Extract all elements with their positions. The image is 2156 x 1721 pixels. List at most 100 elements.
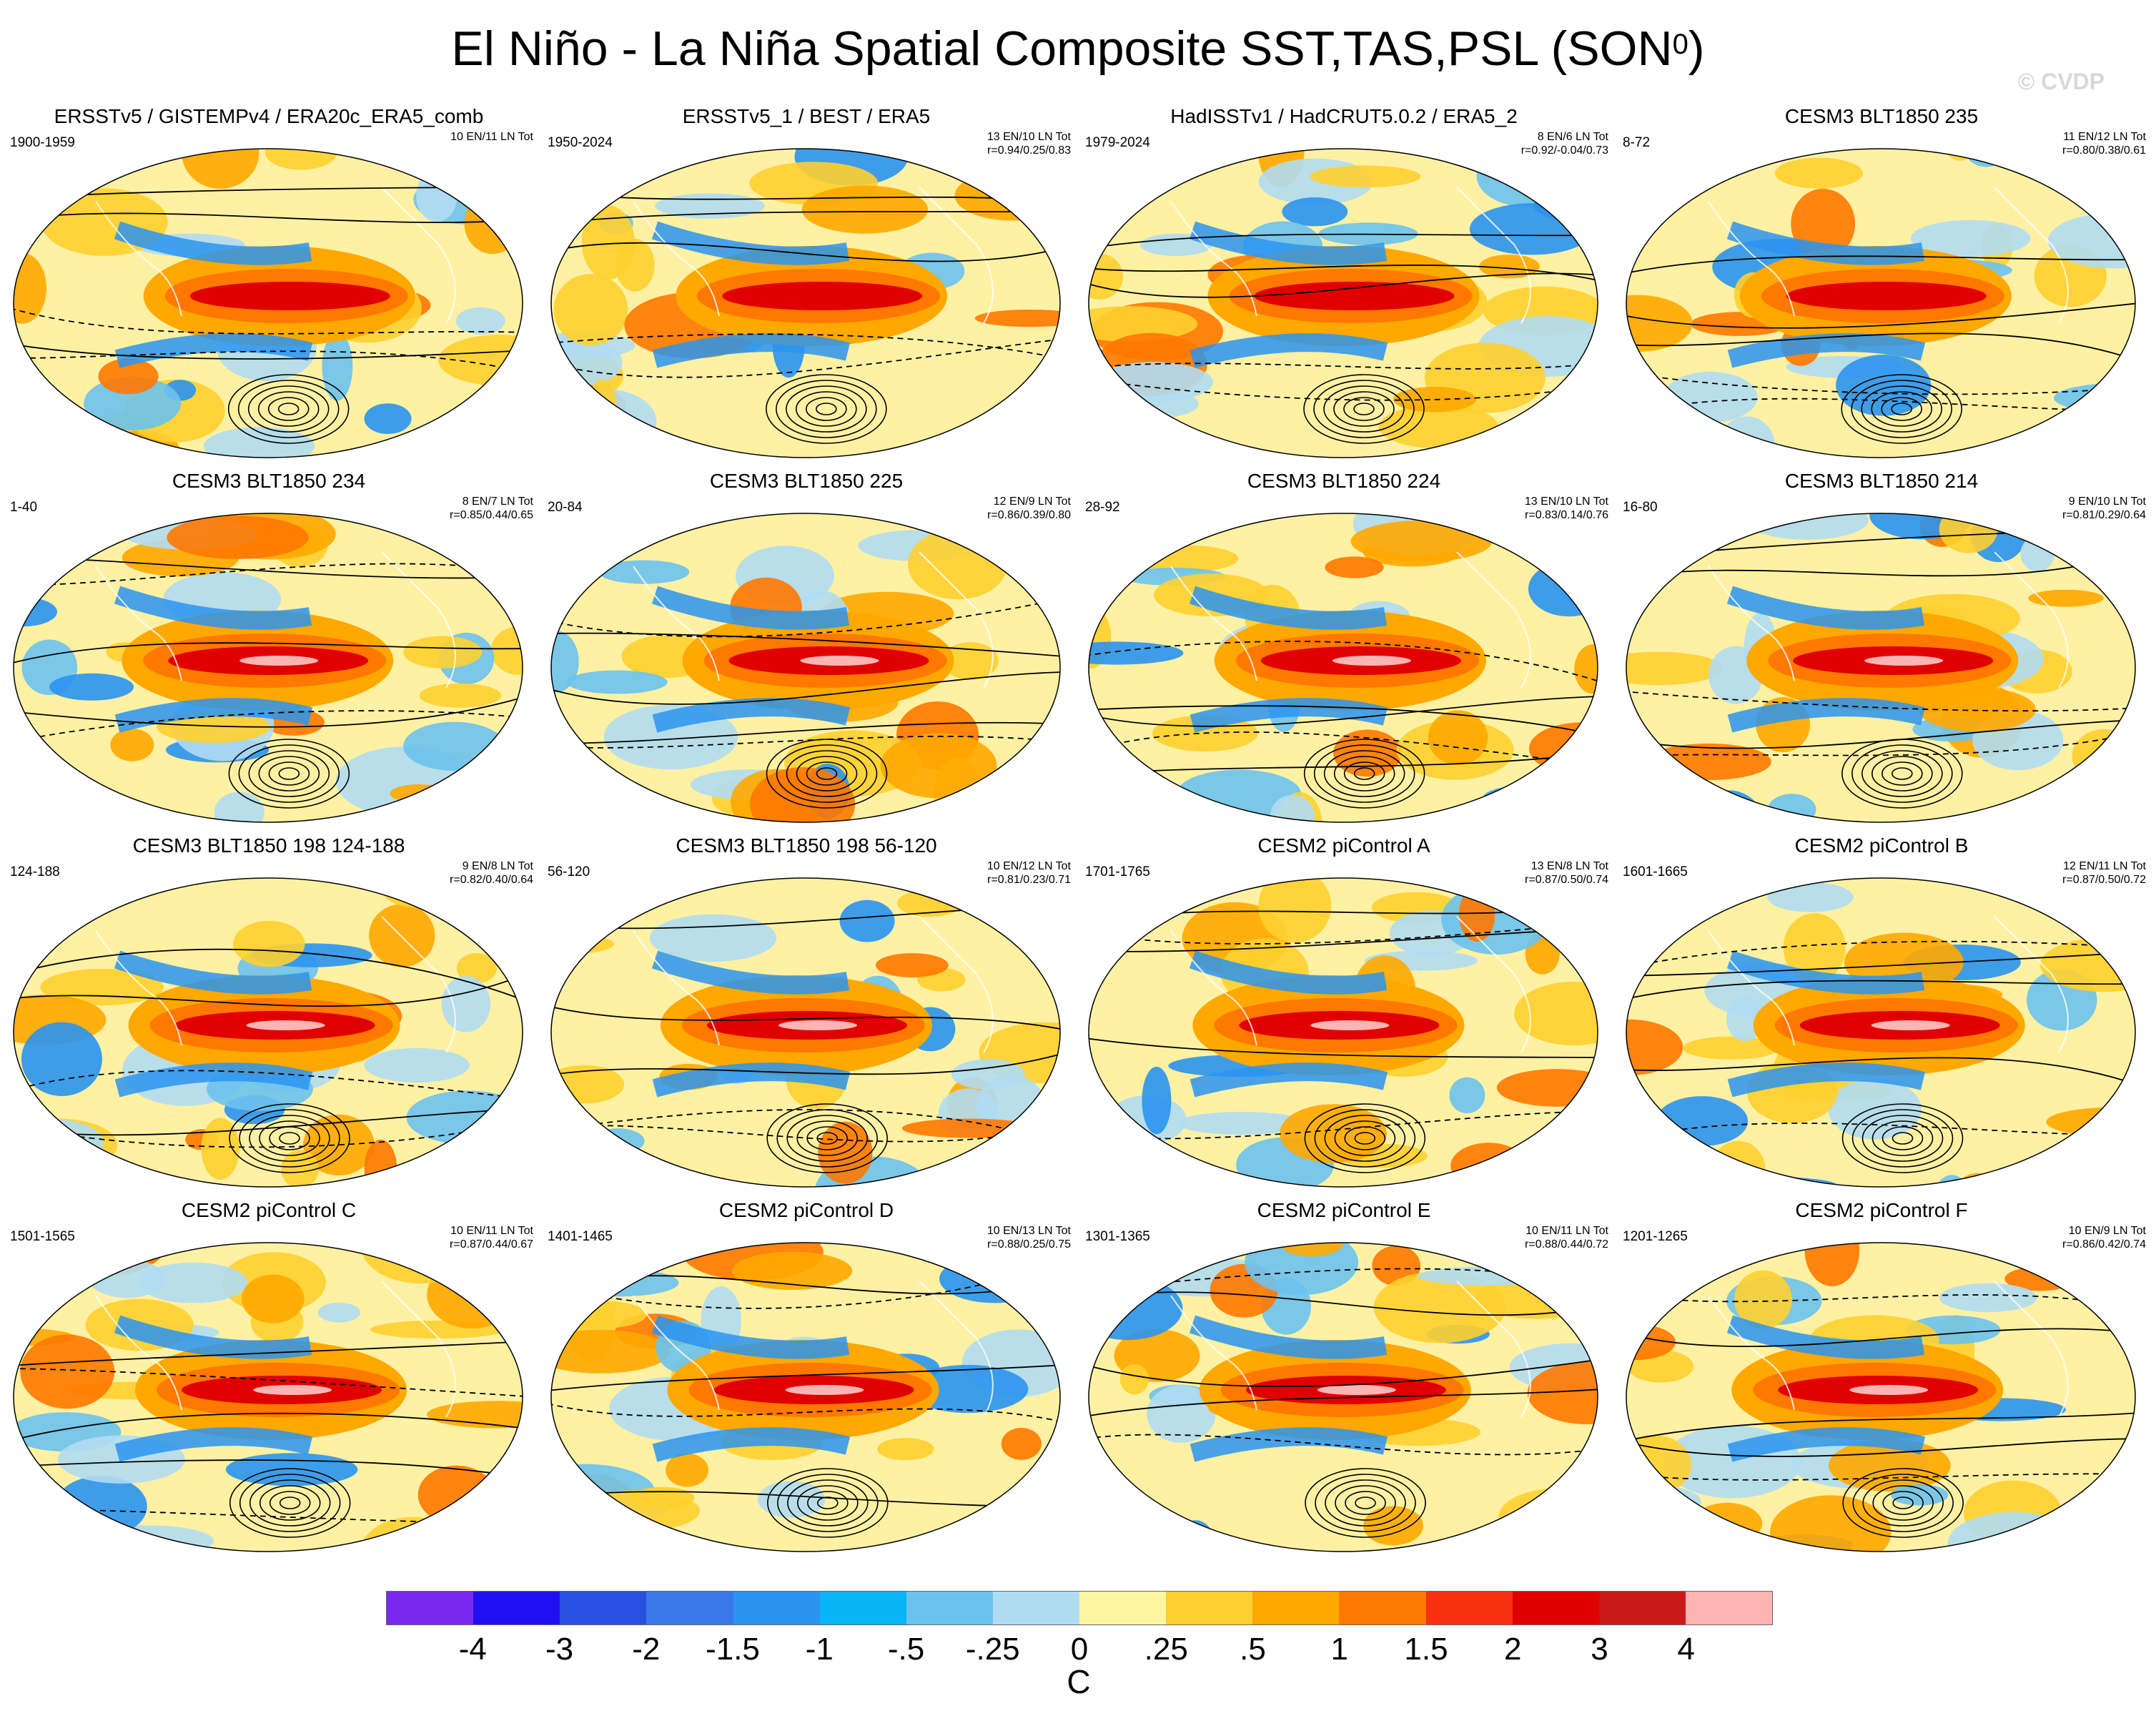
warm-tongue-peak xyxy=(1332,656,1411,666)
psl-contour xyxy=(1353,767,1375,780)
panel-years: 1900-1959 xyxy=(10,135,75,150)
panel-correlation: r=0.81/0.29/0.64 xyxy=(2062,509,2146,521)
panel-counts: 13 EN/10 LN Tot xyxy=(986,131,1071,143)
map-panel: CESM3 BLT1850 225 20-84 12 EN/9 LN Tot r=0.… xyxy=(538,469,1075,832)
psl-contour xyxy=(268,761,310,786)
anomaly-patch xyxy=(1000,878,1060,917)
map-plot xyxy=(1088,877,1598,1188)
warm-tongue-core xyxy=(1786,282,1987,310)
psl-contour xyxy=(766,374,887,444)
panel-stats: 10 EN/9 LN Tot r=0.86/0.42/0.74 xyxy=(2062,1224,2146,1251)
psl-contour xyxy=(1626,1412,2135,1442)
coastline xyxy=(1170,201,1257,317)
anomaly-patch xyxy=(427,1261,518,1329)
psl-contour xyxy=(787,1479,869,1527)
anomaly-patch xyxy=(598,560,690,584)
map-plot xyxy=(550,1242,1061,1552)
psl-contour xyxy=(551,598,1060,638)
psl-contour xyxy=(1626,1123,2135,1140)
anomaly-patch xyxy=(167,516,309,559)
coastline xyxy=(1170,1295,1257,1411)
psl-contour xyxy=(259,1485,321,1521)
cool-arm-north xyxy=(1726,221,1925,265)
psl-contour xyxy=(278,767,300,780)
anomaly-patch xyxy=(2083,1163,2135,1187)
cvdp-watermark: © CVDP xyxy=(2017,69,2105,94)
panel-title: CESM3 BLT1850 225 xyxy=(709,470,904,492)
panel-stats: 8 EN/7 LN Tot r=0.85/0.44/0.65 xyxy=(450,495,533,522)
cool-arm-north xyxy=(1189,1315,1388,1359)
anomaly-patch xyxy=(403,721,505,771)
psl-contour xyxy=(248,750,330,797)
anomaly-patch xyxy=(1634,149,1749,182)
psl-contour xyxy=(786,1115,868,1162)
anomaly-patch xyxy=(369,904,435,967)
map-plot xyxy=(1088,148,1598,458)
anomaly-patch xyxy=(1142,1066,1172,1135)
anomaly-patch xyxy=(587,380,617,437)
warm-tongue-peak xyxy=(778,1020,858,1030)
psl-contour xyxy=(1626,952,2135,977)
psl-contour xyxy=(1333,756,1395,792)
panel-years: 1701-1765 xyxy=(1085,864,1150,879)
psl-contour xyxy=(551,1109,1060,1145)
psl-contour xyxy=(1626,691,2135,712)
anomaly-patch xyxy=(974,310,1060,327)
anomaly-patch xyxy=(1450,1143,1527,1187)
psl-contour xyxy=(1626,372,2135,395)
panel-counts: 8 EN/7 LN Tot xyxy=(462,495,533,508)
coastline xyxy=(95,1295,182,1411)
anomaly-patch xyxy=(280,1150,320,1187)
anomaly-patch xyxy=(264,149,337,170)
anomaly-patch xyxy=(364,403,412,434)
map-plot xyxy=(13,148,523,458)
anomaly-patch xyxy=(1656,1096,1749,1146)
colorbar-swatch xyxy=(1512,1592,1599,1624)
psl-contour xyxy=(551,671,1060,705)
anomaly-patch xyxy=(455,307,505,335)
cool-arm-south xyxy=(1190,1062,1388,1098)
anomaly-patch xyxy=(2095,414,2135,442)
panel-title: CESM2 piControl F xyxy=(1795,1199,1968,1221)
psl-contour xyxy=(816,767,838,780)
psl-contour xyxy=(806,1126,848,1150)
coastline xyxy=(381,551,456,689)
anomaly-patch xyxy=(241,1274,305,1323)
anomaly-patch xyxy=(232,920,305,967)
colorbar-tick-label: 2 xyxy=(1504,1632,1522,1667)
anomaly-patch xyxy=(1177,1112,1306,1135)
psl-contour xyxy=(14,710,523,743)
psl-contour xyxy=(1089,927,1598,952)
anomaly-patch xyxy=(464,193,521,255)
map-plot xyxy=(13,1242,523,1552)
cool-arm-south xyxy=(114,698,313,733)
panel-counts: 13 EN/8 LN Tot xyxy=(1531,860,1608,872)
panel-correlation: r=0.86/0.39/0.80 xyxy=(987,509,1071,521)
colorbar-tick-label: .5 xyxy=(1240,1632,1266,1667)
warm-tongue-peak xyxy=(800,656,879,666)
anomaly-patch xyxy=(1373,1271,1506,1343)
colorbar-tick-label: 4 xyxy=(1677,1632,1695,1667)
anomaly-patch xyxy=(1333,729,1402,777)
warm-tongue-core xyxy=(189,282,390,310)
anomaly-patch xyxy=(1282,197,1348,227)
psl-contour xyxy=(551,211,1060,225)
title-superscript: 0 xyxy=(1672,29,1688,60)
anomaly-patch xyxy=(201,1118,240,1180)
psl-contour xyxy=(14,1412,523,1441)
psl-contour xyxy=(551,242,1060,262)
psl-contour xyxy=(1089,1389,1598,1417)
psl-contour xyxy=(1323,750,1405,797)
anomaly-patch xyxy=(1258,878,1332,943)
psl-contour xyxy=(14,1368,523,1397)
psl-contour xyxy=(14,1459,523,1479)
psl-contour xyxy=(1892,767,1913,780)
psl-contour xyxy=(806,397,847,421)
map-panel: CESM2 piControl C 1501-1565 10 EN/11 LN To… xyxy=(0,1198,538,1562)
colorbar-tick-label: -4 xyxy=(458,1632,487,1667)
panel-title: CESM2 piControl C xyxy=(181,1199,357,1221)
cool-arm-south xyxy=(1190,698,1388,733)
panel-counts: 10 EN/11 LN Tot xyxy=(450,131,533,143)
psl-contour xyxy=(269,1491,311,1515)
colorbar-swatch xyxy=(1425,1592,1513,1624)
